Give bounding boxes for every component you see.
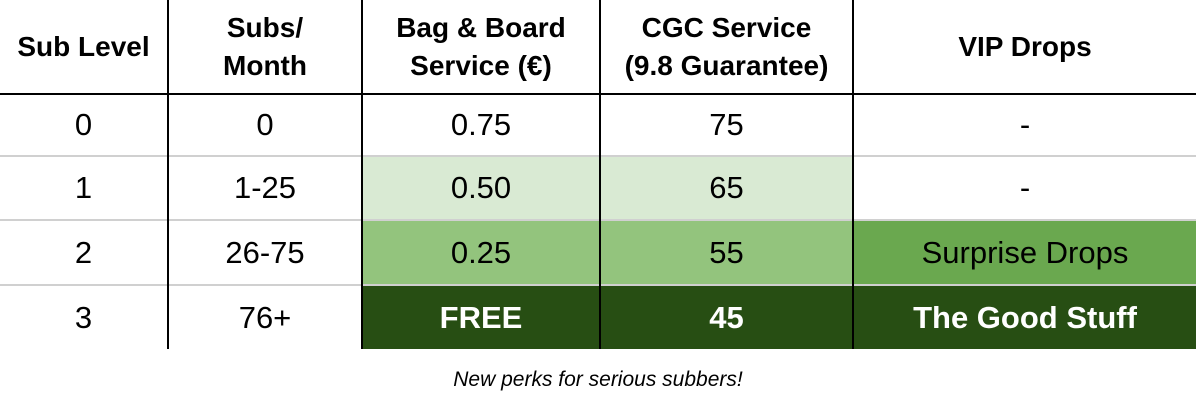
perks-table: Sub Level Subs/Month Bag & Board Service (€…	[0, 0, 1196, 349]
table-cell: 3	[0, 284, 168, 349]
table-cell: 26-75	[167, 219, 362, 285]
header-cell: Sub Level	[0, 0, 168, 95]
table-cell: -	[852, 155, 1196, 220]
table-cell: -	[852, 94, 1196, 156]
header-cell: CGC Service (9.8 Guarantee)	[599, 0, 853, 95]
table-row: 2 26-75 0.25 55 Surprise Drops	[0, 219, 1196, 285]
table-cell: 65	[599, 155, 853, 220]
table-cell: FREE	[361, 284, 600, 349]
table-cell: 0.25	[361, 219, 600, 285]
header-cell: Subs/Month	[167, 0, 362, 95]
table-cell: 0.75	[361, 94, 600, 156]
table-row: 0 0 0.75 75-	[0, 94, 1196, 156]
table-cell: Surprise Drops	[852, 219, 1196, 285]
table-cell: 75	[599, 94, 853, 156]
table-cell: 0	[74, 107, 93, 142]
header-row: Sub Level Subs/Month Bag & Board Service (€…	[0, 0, 1196, 95]
table-cell: 1	[0, 155, 168, 220]
header-cell: VIP Drops	[852, 0, 1196, 95]
header-cell: Bag & Board Service (€)	[361, 0, 600, 95]
table-cell: 55	[599, 219, 853, 285]
table-cell: 0	[167, 94, 362, 156]
table-cell: 2	[0, 219, 168, 285]
table-row: 1 1-25 0.50 65-	[0, 155, 1196, 220]
table-cell: 0.50	[361, 155, 600, 220]
caption: New perks for serious subbers!	[453, 368, 743, 391]
table-row: 3 76+ FREE 45 The Good Stuff	[0, 284, 1196, 349]
table-cell: 1-25	[167, 155, 362, 220]
table-cell: The Good Stuff	[852, 284, 1196, 349]
table-cell: 76+	[167, 284, 362, 349]
table-cell: 45	[599, 284, 853, 349]
